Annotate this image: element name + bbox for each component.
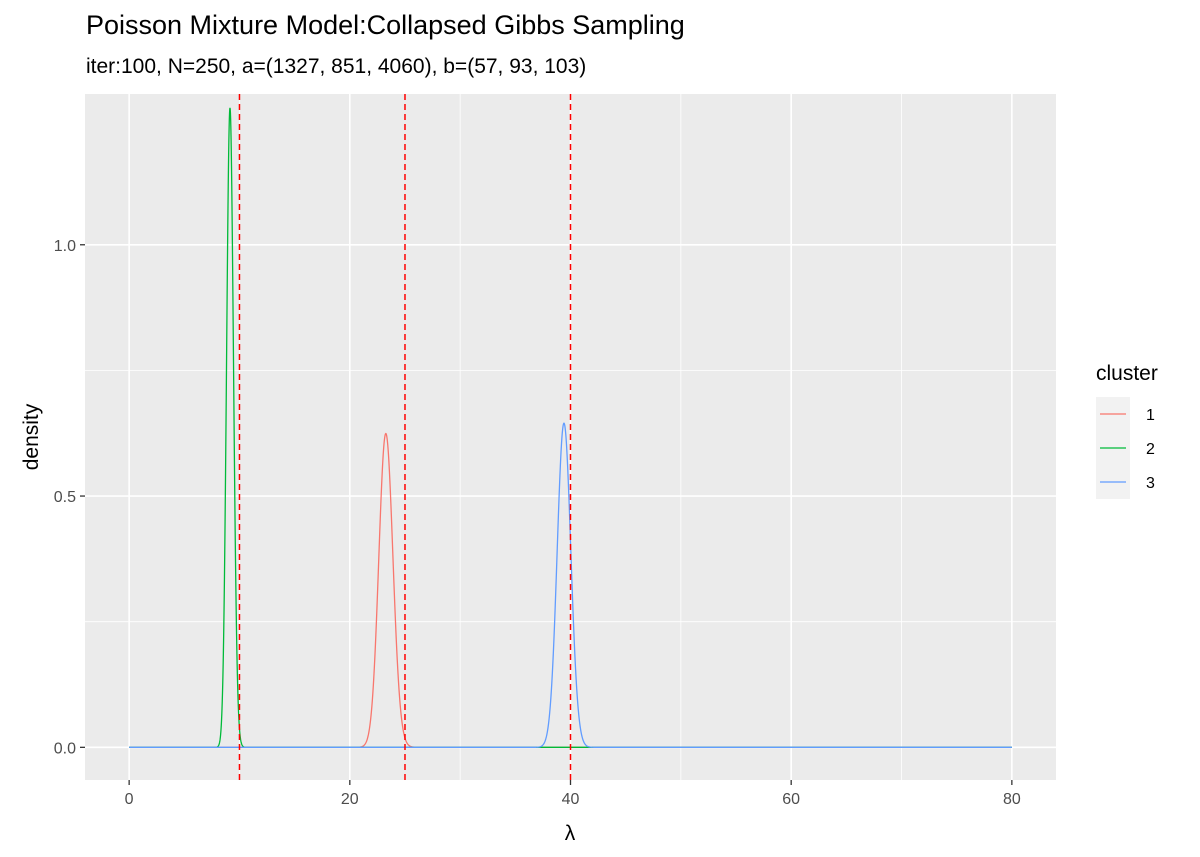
y-tick-label: 0.0 xyxy=(54,740,76,757)
y-tick-label: 1.0 xyxy=(54,238,76,255)
chart-title: Poisson Mixture Model:Collapsed Gibbs Sa… xyxy=(86,10,685,40)
x-axis: 0 20 40 60 80 xyxy=(125,780,1021,808)
y-axis: 0.0 0.5 1.0 xyxy=(54,238,85,757)
x-tick-label: 80 xyxy=(1003,791,1021,808)
legend-keys: 1 2 3 xyxy=(1096,397,1155,499)
legend-label-cluster-2: 2 xyxy=(1146,441,1155,458)
legend-label-cluster-3: 3 xyxy=(1146,475,1155,492)
x-tick-label: 60 xyxy=(782,791,800,808)
x-tick-label: 40 xyxy=(562,791,580,808)
y-tick-label: 0.5 xyxy=(54,489,76,506)
legend-title: cluster xyxy=(1096,362,1158,385)
reference-lines xyxy=(238,94,572,780)
y-axis-title: density xyxy=(20,403,43,470)
x-tick-label: 0 xyxy=(125,791,134,808)
chart-subtitle: iter:100, N=250, a=(1327, 851, 4060), b=… xyxy=(86,55,587,78)
x-axis-title: λ xyxy=(565,822,576,845)
legend: cluster 1 2 3 xyxy=(1096,362,1158,499)
x-tick-label: 20 xyxy=(341,791,359,808)
series-line-cluster-3 xyxy=(129,422,1012,748)
legend-label-cluster-1: 1 xyxy=(1146,407,1155,424)
